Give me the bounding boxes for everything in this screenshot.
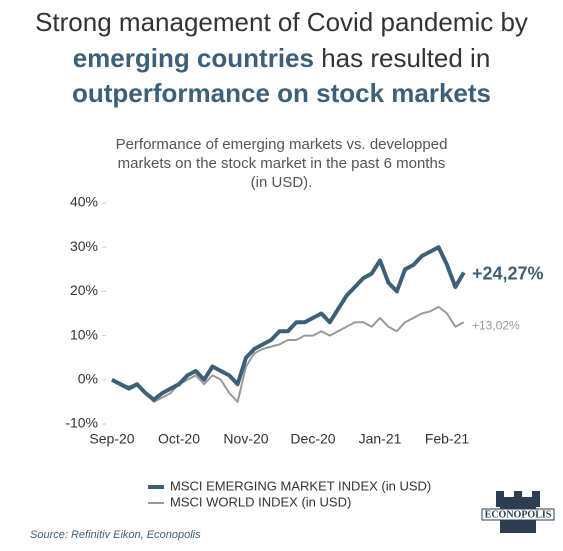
x-tick-label: Sep-20 [89,431,134,447]
end-label: +13,02% [472,318,520,332]
x-tick-label: Feb-21 [425,431,470,447]
x-tick-label: Jan-21 [359,431,402,447]
logo-text: ECONOPOLIS [485,509,552,520]
y-tick-label: 30% [70,238,98,254]
legend-label: MSCI WORLD INDEX (in USD) [170,494,351,509]
logo-tower [514,491,522,499]
series-line [111,245,466,402]
x-tick-label: Dec-20 [290,431,335,447]
title-line: emerging countries has resulted in [0,41,563,75]
y-tick-label: -10% [65,415,98,431]
logo [481,491,555,533]
title-text: outperformance on stock markets [71,78,491,108]
subtitle: markets on the stock market in the past … [117,155,446,172]
logo-tower [532,491,540,499]
series-line [111,305,465,403]
subtitle: (in USD). [250,174,313,191]
subtitle: Performance of emerging markets vs. deve… [115,136,448,153]
logo-tower [496,497,540,507]
title-line: outperformance on stock markets [0,76,563,110]
title-text: has resulted in [313,43,491,73]
source: Source: Refinitiv Eikon, Econopolis [30,529,201,541]
logo-tower [496,491,504,499]
title-text: emerging countries [72,43,314,73]
y-tick-label: 20% [70,282,98,298]
x-tick-label: Oct-20 [158,431,200,447]
end-label: +24,27% [472,263,544,283]
y-tick-label: 40% [70,194,98,210]
logo-band [481,508,555,521]
y-tick-label: 0% [78,371,98,387]
x-tick-label: Nov-20 [223,431,268,447]
title-line: Strong management of Covid pandemic by [0,5,563,39]
title-text: Strong management of Covid pandemic by [35,7,528,37]
y-tick-label: 10% [70,326,98,342]
legend-label: MSCI EMERGING MARKET INDEX (in USD) [170,478,431,493]
